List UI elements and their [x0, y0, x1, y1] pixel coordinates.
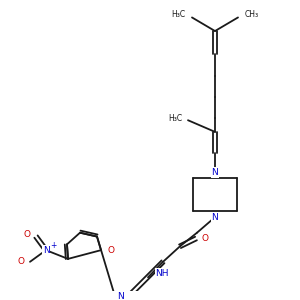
Text: O: O	[202, 234, 209, 243]
Text: H₃C: H₃C	[171, 10, 185, 19]
Text: O: O	[17, 257, 24, 266]
Text: O: O	[108, 246, 115, 255]
Text: N: N	[212, 168, 218, 177]
Text: CH₃: CH₃	[245, 10, 259, 19]
Text: NH: NH	[155, 268, 169, 278]
Text: N: N	[43, 246, 50, 255]
Text: O: O	[23, 230, 30, 239]
Text: H₃C: H₃C	[168, 114, 182, 123]
Text: +: +	[50, 241, 56, 250]
Text: N: N	[117, 292, 124, 300]
Text: N: N	[212, 213, 218, 222]
